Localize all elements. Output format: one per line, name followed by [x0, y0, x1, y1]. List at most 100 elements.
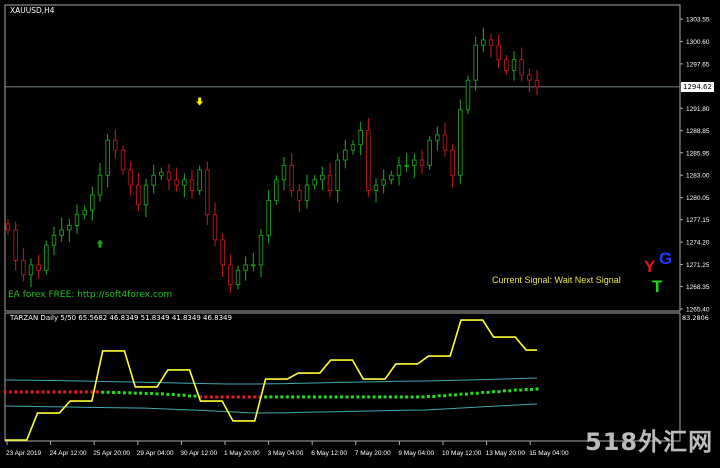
time-tick-label: 23 Apr 2019 [6, 450, 41, 457]
signal-dot [188, 394, 192, 398]
candle-body [67, 224, 72, 231]
candle-body [304, 184, 310, 201]
time-tick-label: 6 May 12:00 [311, 450, 347, 457]
candle-body [182, 179, 187, 186]
signal-dot [410, 395, 414, 399]
signal-dot [524, 387, 528, 391]
candle-body [21, 259, 26, 276]
candle-body [197, 169, 202, 191]
candle-body [51, 234, 57, 246]
price-tick-label: 1297.65 [686, 61, 710, 68]
signal-dot [242, 395, 246, 399]
signal-dot [182, 393, 186, 397]
signal-dot [367, 395, 371, 399]
price-tick-label: 1291.80 [686, 106, 710, 113]
signal-dot [171, 392, 175, 396]
candle-body [335, 159, 340, 191]
signal-dot [264, 395, 268, 399]
signal-dot [36, 390, 40, 394]
candle-body [396, 164, 402, 176]
candle-body [266, 199, 271, 236]
signal-dot [464, 392, 468, 396]
price-tick-label: 1303.55 [686, 17, 710, 24]
signal-dot [150, 391, 154, 395]
signal-dot [318, 395, 322, 399]
candle-body [189, 179, 195, 191]
signal-dot [291, 395, 295, 399]
signal-dot [253, 395, 257, 399]
candle-body [44, 244, 49, 271]
candle-body [281, 164, 287, 181]
signal-dot [280, 395, 284, 399]
candle-body [212, 214, 218, 241]
candle-body [381, 179, 386, 186]
price-tick-label: 1274.20 [686, 240, 710, 247]
signal-dot [215, 395, 219, 399]
signal-dot [361, 395, 365, 399]
time-tick-label: 30 Apr 12:00 [180, 450, 217, 457]
candle-body [511, 59, 517, 71]
watermark-logo: 518外汇网 [585, 428, 714, 456]
signal-dot [519, 388, 523, 392]
current-signal-text: Current Signal: Wait Next Signal [492, 275, 621, 285]
signal-dot [388, 395, 392, 399]
indicator-max-label: 83.2806 [682, 314, 709, 322]
signal-dot [30, 390, 34, 394]
time-tick-label: 9 May 04:00 [398, 450, 434, 457]
candle-body [427, 139, 432, 166]
chart-frames [4, 4, 681, 442]
signal-dot [356, 395, 360, 399]
signal-dot [285, 395, 289, 399]
candle-body [59, 229, 64, 236]
candle-body [228, 264, 233, 286]
signal-dot [345, 395, 349, 399]
signal-dot [209, 395, 213, 399]
candle-body [74, 214, 80, 226]
signal-dot [117, 391, 121, 395]
signal-dot [101, 390, 105, 394]
price-tick-label: 1268.35 [686, 284, 710, 291]
candle-body [97, 174, 103, 196]
logo-y-letter: Y [644, 257, 656, 276]
signal-dot [350, 395, 354, 399]
signal-dot [90, 390, 94, 394]
tarzan-indicator-pane [3, 319, 539, 441]
signal-dot [57, 390, 61, 394]
signal-dot [448, 393, 452, 397]
signal-dot [459, 392, 463, 396]
candle-body [350, 144, 356, 151]
signal-dot [508, 389, 512, 393]
candle-body [343, 149, 348, 161]
signal-dot [502, 389, 506, 393]
signal-dot [323, 395, 327, 399]
signal-dot [296, 395, 300, 399]
candle-body [36, 264, 41, 271]
candle-body [120, 149, 126, 171]
price-tick-label: 1277.15 [686, 217, 710, 224]
current-price-label: 1294.62 [681, 82, 714, 92]
signal-dot [497, 390, 501, 394]
tarzan-line [5, 319, 537, 441]
signal-dot [160, 392, 164, 396]
signal-dot [307, 395, 311, 399]
signal-dot [198, 395, 202, 399]
signal-dot [492, 390, 496, 394]
signal-dot [334, 395, 338, 399]
signal-dot [236, 395, 240, 399]
indicator-title: TARZAN Daily 5/50 65.5682 46.8349 51.834… [10, 314, 232, 322]
signal-dot [269, 395, 273, 399]
candle-body [320, 174, 325, 181]
signal-dot [481, 390, 485, 394]
signal-dot [432, 394, 436, 398]
candle-body [496, 44, 501, 61]
candle-body [251, 264, 256, 267]
candle-body [159, 171, 164, 176]
signal-dot [25, 390, 29, 394]
signal-dot [19, 390, 23, 394]
candle-body [312, 179, 317, 186]
lower-band-line [4, 403, 538, 414]
time-tick-label: 13 May 20:00 [486, 450, 526, 457]
signal-dot [454, 393, 458, 397]
logo-g-letter: G [659, 249, 673, 268]
